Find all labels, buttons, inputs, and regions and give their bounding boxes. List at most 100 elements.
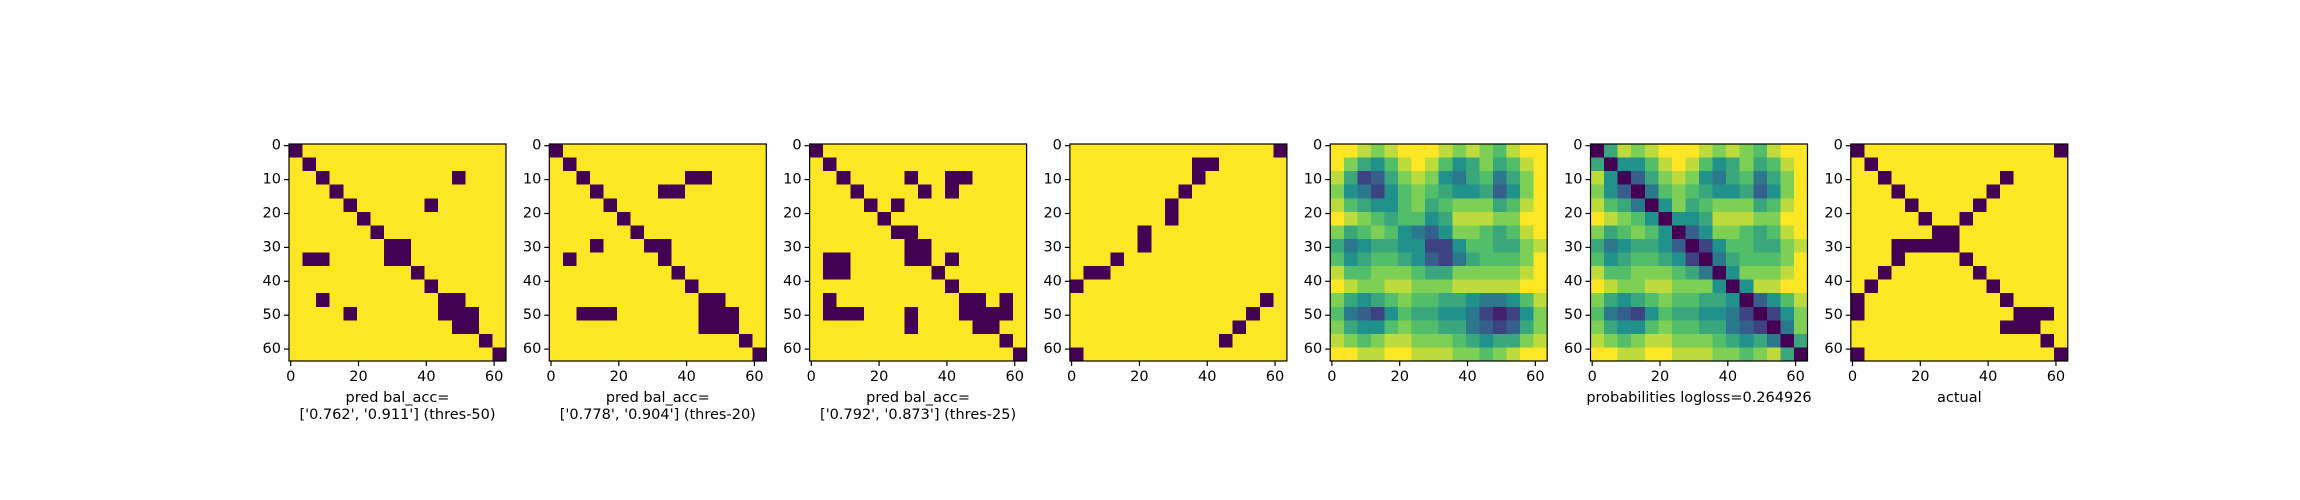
- cell: [370, 252, 385, 267]
- cell: [809, 157, 824, 172]
- x-axis-label: ['0.778', '0.904'] (thres-20): [560, 407, 756, 423]
- cell: [850, 320, 865, 335]
- cell: [1685, 238, 1700, 253]
- cell: [1205, 293, 1220, 308]
- cell: [1330, 144, 1345, 158]
- cell: [1479, 347, 1494, 362]
- cell: [2040, 266, 2055, 280]
- cell: [1151, 347, 1166, 362]
- cell: [562, 211, 577, 226]
- cell: [1766, 347, 1781, 362]
- cell: [1259, 333, 1274, 348]
- cell: [478, 171, 493, 185]
- cell: [2027, 347, 2041, 362]
- cell: [630, 238, 645, 253]
- x-tick-label: 60: [2047, 369, 2065, 385]
- cell: [972, 225, 987, 240]
- cell: [1959, 157, 1974, 172]
- cell: [1259, 144, 1274, 158]
- cell: [1877, 238, 1892, 253]
- y-tick-label: 60: [1824, 341, 1842, 357]
- cell: [644, 266, 659, 280]
- cell: [890, 171, 905, 185]
- cell: [931, 238, 946, 253]
- cell: [1766, 266, 1781, 280]
- cell: [1330, 184, 1345, 199]
- cell: [1259, 320, 1274, 335]
- cell: [1330, 347, 1345, 362]
- cell: [1533, 252, 1548, 267]
- cell: [752, 320, 767, 335]
- cell: [712, 144, 726, 158]
- cell: [1246, 306, 1261, 321]
- cell: [1259, 171, 1274, 185]
- cell: [1877, 144, 1892, 158]
- axes-frame: [548, 143, 767, 362]
- cell: [1739, 320, 1754, 335]
- cell: [289, 266, 303, 280]
- cell: [1330, 279, 1345, 294]
- cell: [1850, 293, 1865, 308]
- cell: [617, 252, 631, 267]
- cell: [1999, 306, 2014, 321]
- cell: [1178, 252, 1193, 267]
- cell: [1685, 144, 1700, 158]
- cell: [1617, 157, 1632, 172]
- cell: [698, 225, 713, 240]
- cell: [863, 279, 878, 294]
- cell: [890, 157, 905, 172]
- cell: [289, 293, 303, 308]
- cell: [451, 157, 466, 172]
- cell: [1972, 211, 1987, 226]
- cell: [383, 184, 398, 199]
- cell: [1520, 198, 1534, 213]
- cell: [1712, 333, 1727, 348]
- cell: [1232, 144, 1247, 158]
- cell: [576, 266, 591, 280]
- cell: [931, 279, 946, 294]
- cell: [370, 198, 385, 213]
- cell: [958, 184, 973, 199]
- cell: [1069, 184, 1084, 199]
- cell: [890, 306, 905, 321]
- cell: [1753, 171, 1768, 185]
- cell: [1671, 266, 1686, 280]
- cell: [1219, 347, 1233, 362]
- cell: [904, 225, 919, 240]
- cell: [1533, 211, 1548, 226]
- cell: [617, 266, 631, 280]
- cell: [904, 293, 919, 308]
- cell: [1685, 266, 1700, 280]
- cell: [1739, 306, 1754, 321]
- x-axis-label: ['0.762', '0.911'] (thres-50): [299, 407, 495, 423]
- cell: [451, 306, 466, 321]
- cell: [1479, 252, 1494, 267]
- cell: [958, 279, 973, 294]
- cell: [492, 184, 507, 199]
- x-tick-label: 20: [870, 369, 888, 385]
- cell: [684, 320, 699, 335]
- cell: [1864, 252, 1879, 267]
- cell: [1864, 184, 1879, 199]
- cell: [725, 293, 740, 308]
- cell: [411, 225, 425, 240]
- cell: [1699, 198, 1713, 213]
- cell: [958, 293, 973, 308]
- cell: [1178, 144, 1193, 158]
- cell: [1590, 279, 1605, 294]
- cell: [1191, 198, 1206, 213]
- cell: [1110, 279, 1125, 294]
- cell: [1753, 238, 1768, 253]
- cell: [2013, 279, 2028, 294]
- y-tick-label: 30: [1824, 239, 1842, 255]
- cell: [1972, 320, 1987, 335]
- cell: [1398, 171, 1412, 185]
- cell: [671, 238, 686, 253]
- cell: [1069, 198, 1084, 213]
- cell: [1492, 333, 1507, 348]
- cell: [877, 211, 892, 226]
- cell: [863, 347, 878, 362]
- cell: [1959, 347, 1974, 362]
- cell: [1864, 279, 1879, 294]
- cell: [1972, 266, 1987, 280]
